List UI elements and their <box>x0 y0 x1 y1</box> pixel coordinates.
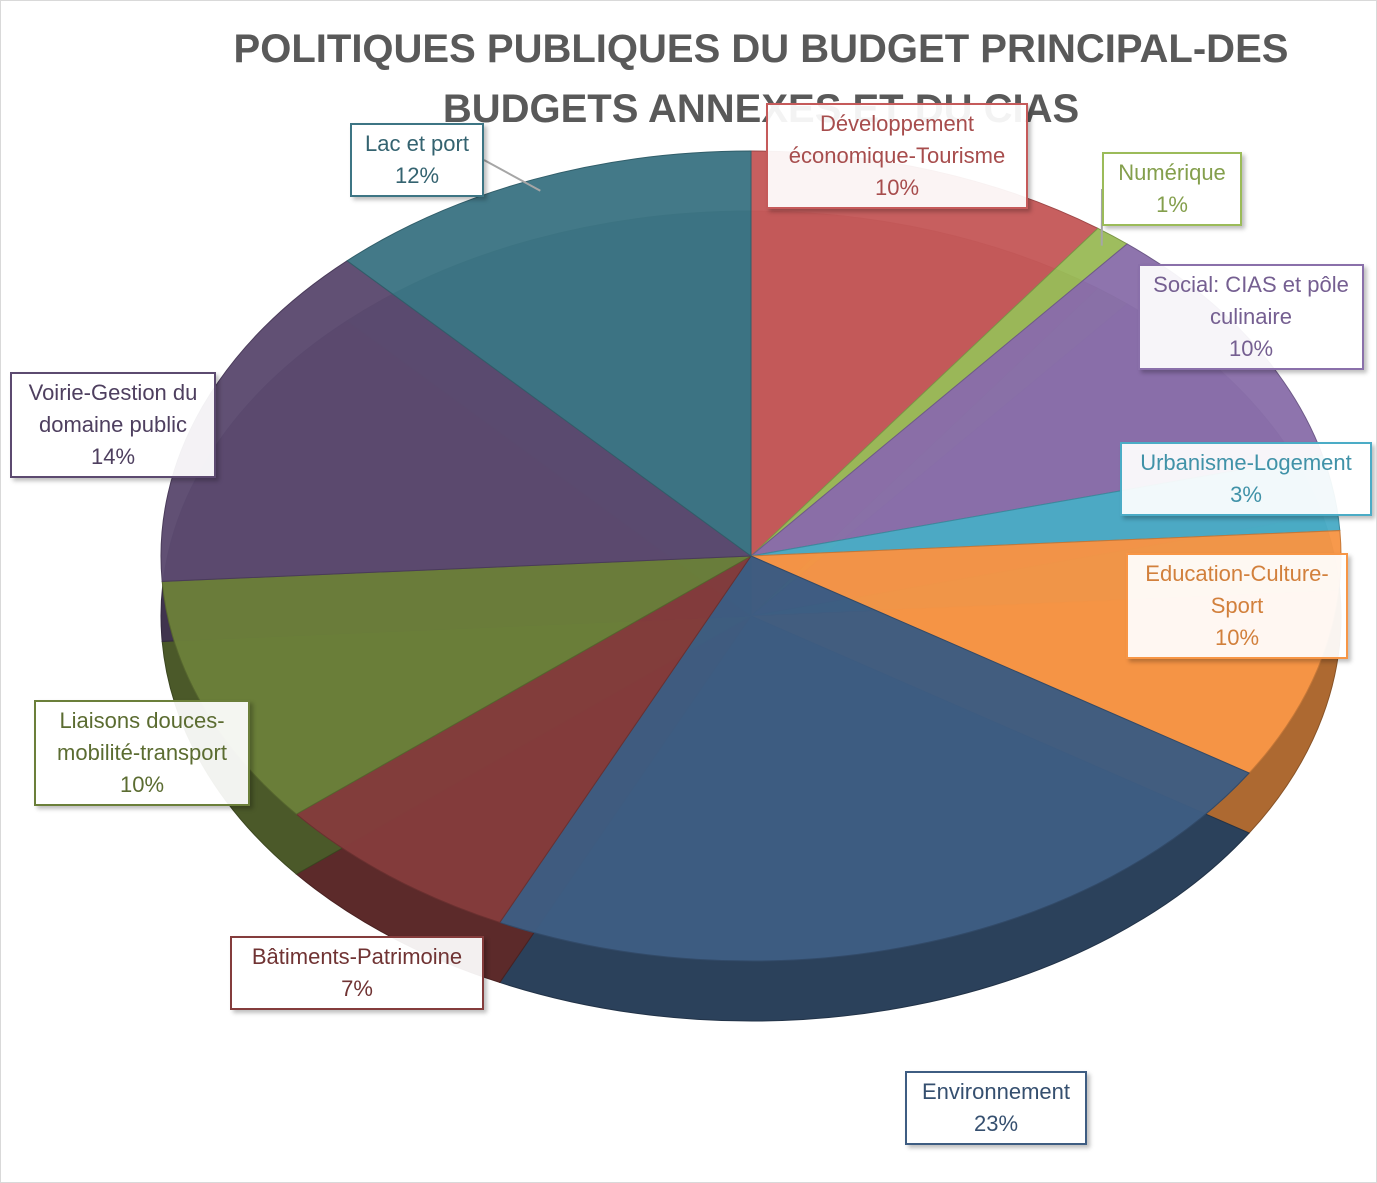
label-name: Développement économique-Tourisme <box>788 111 1006 168</box>
label-value: 23% <box>973 1111 1019 1136</box>
chart-title: POLITIQUES PUBLIQUES DU BUDGET PRINCIPAL… <box>233 27 1289 131</box>
label-value: 12% <box>394 163 440 188</box>
label-value: 10% <box>1214 625 1260 650</box>
label-name: Social: CIAS et pôle culinaire <box>1153 272 1349 329</box>
label-value: 10% <box>1228 336 1274 361</box>
label-name: Education-Culture-Sport <box>1145 561 1329 618</box>
leader-line <box>483 159 541 192</box>
slice <box>346 150 752 557</box>
label-value: 14% <box>90 444 136 469</box>
data-label: Voirie-Gestion du domaine public 14% <box>10 372 216 478</box>
data-label: Bâtiments-Patrimoine 7% <box>230 936 484 1010</box>
data-label: Environnement 23% <box>905 1071 1087 1145</box>
label-name: Voirie-Gestion du domaine public <box>28 380 198 437</box>
label-value: 1% <box>1156 192 1188 217</box>
data-label: Développement économique-Tourisme 10% <box>766 103 1028 209</box>
data-label: Education-Culture-Sport 10% <box>1126 553 1348 659</box>
slice <box>498 555 1250 962</box>
data-label: Urbanisme-Logement 3% <box>1120 442 1372 516</box>
slice <box>295 555 752 924</box>
label-name: Bâtiments-Patrimoine <box>251 944 463 969</box>
label-value: 10% <box>874 175 920 200</box>
data-label: Numérique 1% <box>1102 152 1242 226</box>
label-value: 10% <box>119 772 165 797</box>
label-name: Urbanisme-Logement <box>1140 450 1352 475</box>
label-value: 3% <box>1230 482 1262 507</box>
label-name: Numérique <box>1118 160 1226 185</box>
label-name: Environnement <box>922 1079 1070 1104</box>
label-value: 7% <box>341 976 373 1001</box>
label-name: Lac et port <box>365 131 469 156</box>
label-name: Liaisons douces-mobilité-transport <box>57 708 227 765</box>
data-label: Liaisons douces-mobilité-transport 10% <box>34 700 250 806</box>
data-label: Lac et port 12% <box>350 123 484 197</box>
data-label: Social: CIAS et pôle culinaire 10% <box>1138 264 1364 370</box>
